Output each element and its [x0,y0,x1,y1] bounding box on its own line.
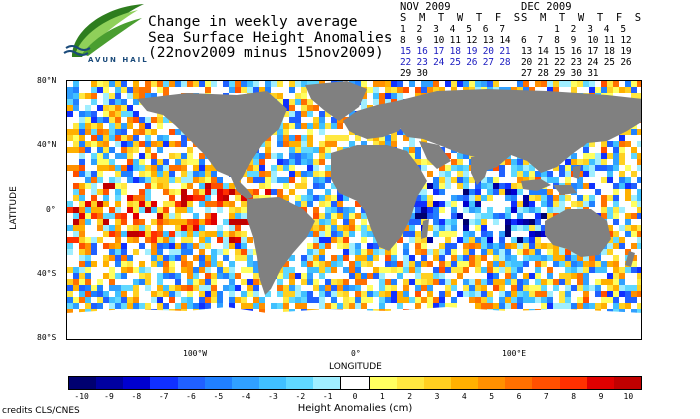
calendar-week-highlighted: 22 23 24 25 26 27 28 [400,57,511,68]
ssh-anomaly-map [66,80,642,340]
colorbar-swatch [69,377,97,389]
lon-tick-label: 100°E [502,349,527,358]
lon-tick-label: 0° [351,349,361,358]
colorbar-swatch [286,377,314,389]
colorbar-tick-label: 1 [379,392,385,401]
calendar-weekdays: S M T W T F S [400,12,521,24]
calendar-week: 1 2 3 4 5 6 7 [400,24,505,35]
credits-text: credits CLS/CNES [2,406,80,416]
colorbar-swatch [423,377,451,389]
colorbar-swatch [450,377,479,389]
colorbar-swatch [313,377,341,389]
colorbar-tick-label: 4 [461,392,467,401]
colorbar-swatch [258,377,287,389]
colorbar-swatch [231,377,259,389]
calendar-week: 1 2 3 4 5 [521,24,626,35]
colorbar-swatch [340,377,370,389]
colorbar-tick-label: 9 [598,392,604,401]
colorbar-tick-label: 5 [489,392,495,401]
lat-tick-label: 0° [46,205,56,214]
colorbar-swatch [505,377,533,389]
lat-tick-label: 40°N [37,140,57,149]
colorbar-tick-label: 7 [543,392,549,401]
colorbar-tick-label: -8 [131,392,142,401]
aviso-logo [63,4,144,57]
colorbar-tick-label: -1 [322,392,333,401]
colorbar-tick-label: 6 [516,392,522,401]
title-line-3: (22nov2009 minus 15nov2009) [148,45,384,61]
longitude-axis-title: LONGITUDE [329,362,382,372]
lat-tick-label: 40°S [37,269,57,278]
lat-tick-label: 80°S [37,333,57,342]
lat-tick-label: 80°N [37,76,57,85]
colorbar-tick-label: -10 [74,392,89,401]
colorbar-tick-label: -7 [158,392,169,401]
calendar-week: 29 30 [400,68,428,79]
colorbar-tick-label: 3 [434,392,440,401]
calendar-week: 8 9 10 11 12 13 14 [400,35,511,46]
colorbar-swatch [586,377,614,389]
calendar-week-highlighted: 15 16 17 18 19 20 21 [400,46,511,57]
colorbar-swatch [204,377,232,389]
calendar-month: NOV 2009 [400,1,451,13]
colorbar-tick-label: -6 [186,392,196,401]
calendar-weekdays: S M T W T F S [521,12,642,24]
colorbar-swatch [369,377,397,389]
lon-tick-label: 100°W [183,349,208,358]
calendar-week: 13 14 15 16 17 18 19 [521,46,632,57]
colorbar-tick-label: -3 [268,392,278,401]
colorbar [68,376,642,390]
colorbar-swatch [150,377,178,389]
colorbar-swatch [613,377,641,389]
colorbar-swatch [123,377,151,389]
calendar-week: 6 7 8 9 10 11 12 [521,35,632,46]
calendar-month: DEC 2009 [521,1,572,13]
colorbar-tick-label: 0 [352,392,358,401]
title-line-1: Change in weekly average [148,14,358,30]
colorbar-tick-label: -4 [240,392,251,401]
colorbar-tick-label: 8 [571,392,577,401]
colorbar-swatch [532,377,560,389]
colorbar-tick-label: -5 [213,392,224,401]
colorbar-swatch [478,377,506,389]
calendar-week: 20 21 22 23 24 25 26 [521,57,632,68]
colorbar-tick-label: -9 [104,392,114,401]
calendar-week: 27 28 29 30 31 [521,68,599,79]
colorbar-title: Height Anomalies (cm) [297,403,413,414]
colorbar-swatch [177,377,205,389]
colorbar-swatch [396,377,424,389]
calendar-nov: NOV 2009 S M T W T F S 1 2 3 4 5 6 7 8 9… [400,1,521,80]
colorbar-tick-label: -2 [295,392,306,401]
land-masses [67,81,641,339]
logo-text: AVUN HAIL [88,56,149,64]
calendar-dec: DEC 2009 S M T W T F S 1 2 3 4 5 6 7 8 9… [521,1,642,80]
colorbar-tick-label: 2 [407,392,413,401]
latitude-axis-title: LATITUDE [9,186,19,230]
colorbar-tick-label: 10 [623,392,634,401]
colorbar-swatch [559,377,587,389]
title-line-2: Sea Surface Height Anomalies [148,30,393,46]
colorbar-swatch [96,377,124,389]
map-canvas [67,81,641,339]
